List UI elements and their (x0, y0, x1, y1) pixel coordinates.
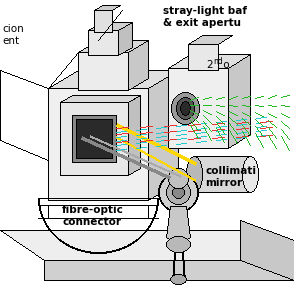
Text: & exit apertu: & exit apertu (163, 18, 241, 28)
Text: ent: ent (2, 36, 19, 46)
Text: stray-light baf: stray-light baf (163, 6, 247, 16)
Text: o: o (220, 60, 230, 70)
Text: connector: connector (62, 217, 121, 227)
Text: collimati: collimati (205, 166, 256, 176)
Text: mirror: mirror (205, 178, 242, 188)
Text: cion: cion (2, 24, 24, 34)
Text: 2: 2 (206, 60, 213, 70)
Text: nd: nd (213, 57, 223, 66)
Text: fibre-optic: fibre-optic (62, 205, 124, 215)
